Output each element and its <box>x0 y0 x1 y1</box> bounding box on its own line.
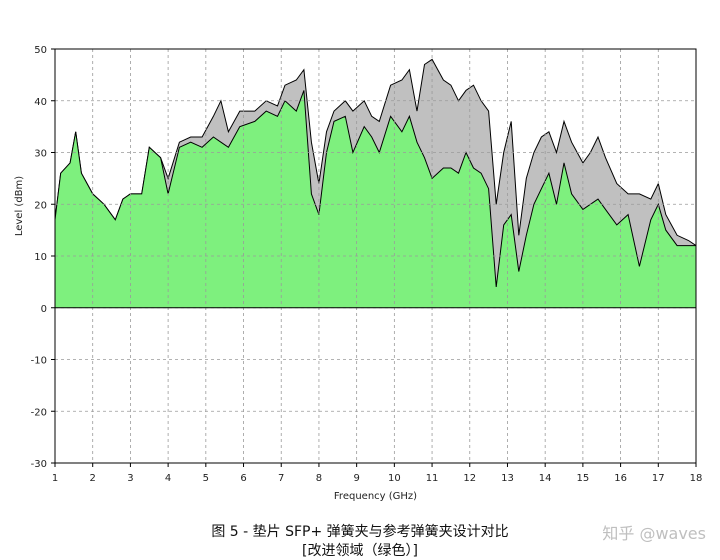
x-tick-label: 3 <box>127 473 133 484</box>
y-tick-label: 50 <box>34 45 47 56</box>
chart-svg: 1 2 3 4 5 6 7 8 9 10 11 12 13 14 15 16 17 18 50403020100-… <box>14 45 703 502</box>
series-line-2 <box>54 90 696 288</box>
x-tick-label: 13 <box>501 473 514 484</box>
series-area-2 <box>55 90 696 308</box>
x-tick-label: 9 <box>353 473 359 484</box>
y-tick-label: 20 <box>34 200 47 211</box>
watermark: 知乎 @waves <box>602 524 706 543</box>
x-tick-label: 2 <box>90 473 96 484</box>
y-ticks: 50 40 30 20 10 0 -10 -20 -30 <box>31 45 55 470</box>
x-axis-label: Frequency (GHz) <box>334 491 417 502</box>
x-tick-label: 10 <box>388 473 401 484</box>
x-tick-label: 5 <box>203 473 209 484</box>
x-tick-label: 15 <box>577 473 590 484</box>
y-tick-label: 40 <box>34 97 47 108</box>
x-ticks: 1 2 3 4 5 6 7 8 9 10 11 12 13 14 15 16 17 18 <box>52 463 703 484</box>
y-axis-label: Level (dBm) <box>14 176 25 236</box>
x-tick-label: 16 <box>614 473 627 484</box>
x-tick-label: 14 <box>539 473 552 484</box>
x-tick-label: 12 <box>463 473 476 484</box>
y-tick-label: -20 <box>31 407 47 418</box>
y-tick-label: 30 <box>34 149 47 160</box>
x-tick-label: 18 <box>690 473 703 484</box>
figure-caption-subtitle: [改进领域（绿色）] <box>302 543 418 559</box>
series-areas <box>54 58 697 308</box>
y-tick-label: -30 <box>31 459 47 470</box>
y-tick-label: 10 <box>34 252 47 263</box>
x-tick-label: 8 <box>316 473 322 484</box>
y-tick-label: 0 <box>41 304 47 315</box>
y-tick-label: -10 <box>31 356 47 367</box>
figure-caption: 图 5 - 垫片 SFP+ 弹簧夹与参考弹簧夹设计对比 <box>211 524 509 540</box>
x-tick-label: 1 <box>52 473 58 484</box>
x-tick-label: 4 <box>165 473 171 484</box>
x-tick-label: 11 <box>426 473 439 484</box>
x-tick-label: 17 <box>652 473 665 484</box>
grid-lines <box>54 48 697 464</box>
x-tick-label: 6 <box>240 473 246 484</box>
x-tick-label: 7 <box>278 473 284 484</box>
